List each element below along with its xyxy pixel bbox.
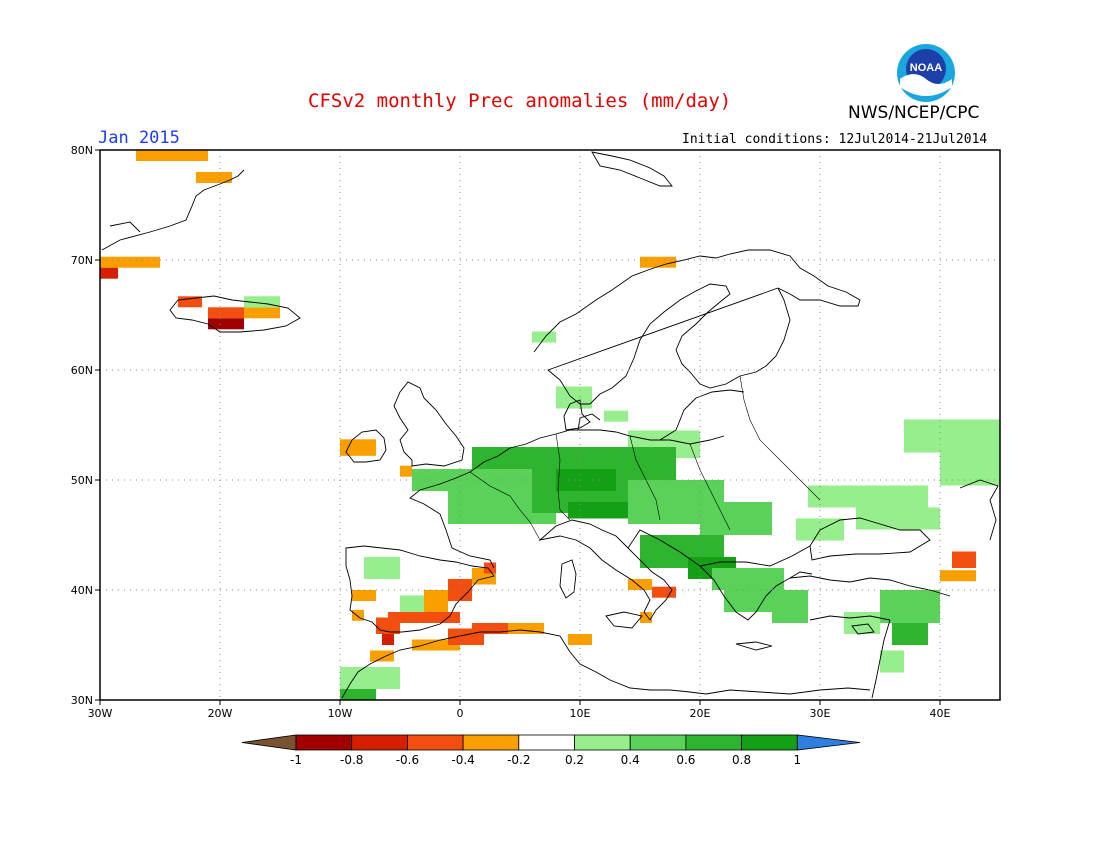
anomaly-cell — [508, 623, 544, 634]
lon-tick-label: 40E — [930, 707, 951, 720]
initial-conditions: Initial conditions: 12Jul2014-21Jul2014 — [682, 132, 988, 147]
anomaly-cell — [556, 386, 592, 409]
anomaly-cell — [892, 623, 928, 645]
lon-tick-label: 30W — [88, 707, 113, 720]
lon-tick-label: 20E — [690, 707, 711, 720]
anomaly-cell — [352, 609, 364, 621]
anomaly-cell — [640, 612, 652, 623]
anomaly-cell — [724, 590, 772, 612]
anomaly-cell — [472, 623, 508, 634]
anomaly-cell — [712, 568, 784, 590]
anomaly-cell — [100, 267, 118, 279]
anomaly-cell — [400, 465, 412, 477]
anomaly-cell — [208, 307, 244, 319]
coastlines — [101, 151, 999, 699]
forecast-month: Jan 2015 — [98, 128, 180, 148]
colorbar-arrow-low — [241, 734, 297, 751]
anomaly-cell — [952, 551, 976, 568]
anomaly-cell — [136, 150, 208, 161]
anomaly-cell — [178, 296, 202, 308]
anomaly-cell — [352, 590, 376, 601]
anomaly-cell — [856, 507, 940, 530]
anomaly-cell — [640, 256, 676, 268]
colorbar-swatch — [685, 734, 743, 751]
colorbar-swatch — [351, 734, 408, 751]
colorbar-label: 0.2 — [565, 753, 584, 767]
anomaly-cell — [208, 318, 244, 330]
anomaly-cell — [472, 447, 544, 469]
colorbar-label: -0.8 — [340, 753, 363, 767]
colorbar-label: 0.8 — [732, 753, 751, 767]
anomaly-cell — [412, 639, 460, 651]
colorbar-swatch — [518, 734, 575, 751]
colorbar-label: -0.6 — [396, 753, 419, 767]
colorbar-arrow-high — [796, 734, 861, 751]
anomaly-cell — [340, 689, 376, 700]
colorbar: -1 -0.8 -0.6 -0.4 -0.2 0.2 0.4 0.6 0.8 1 — [241, 734, 861, 767]
anomaly-cell — [880, 650, 904, 673]
colorbar-swatch — [574, 734, 631, 751]
anomaly-cell — [244, 307, 280, 319]
colorbar-label: -1 — [290, 753, 302, 767]
anomaly-cell — [388, 612, 460, 623]
anomaly-cell — [370, 650, 394, 662]
lat-tick-label: 40N — [71, 584, 93, 597]
colorbar-swatch — [462, 734, 520, 751]
anomaly-cell — [568, 634, 592, 645]
anomaly-cell — [340, 439, 376, 456]
lon-tick-label: 20W — [208, 707, 233, 720]
anomaly-cell — [244, 296, 280, 308]
anomaly-cell — [196, 172, 232, 183]
lon-tick-label: 30E — [810, 707, 831, 720]
anomaly-cells — [100, 150, 1000, 700]
anomaly-cell — [808, 485, 928, 508]
page-title: CFSv2 monthly Prec anomalies (mm/day) — [308, 90, 732, 112]
colorbar-label: 1 — [793, 753, 801, 767]
lon-tick-label: 10E — [570, 707, 591, 720]
colorbar-label: 0.6 — [676, 753, 695, 767]
anomaly-cell — [532, 331, 556, 343]
map-axes: 30W 20W 10W 0 10E 20E 30E 40E 80N 70N 60N 50N 40N 30N — [71, 144, 951, 720]
map-frame — [99, 149, 1001, 701]
svg-text:NOAA: NOAA — [910, 62, 942, 74]
colorbar-swatch — [741, 734, 798, 751]
noaa-logo-icon: NOAA — [897, 44, 955, 102]
anomaly-cell — [880, 590, 940, 623]
colorbar-swatch — [406, 734, 464, 751]
anomaly-cell — [364, 557, 400, 579]
anomaly-cell — [382, 634, 394, 645]
colorbar-label: -0.4 — [451, 753, 474, 767]
anomaly-cell — [340, 667, 400, 689]
anomaly-cell — [844, 612, 880, 634]
anomaly-cell — [604, 410, 628, 422]
anomaly-cell — [652, 586, 676, 598]
anomaly-cell — [904, 419, 1000, 453]
anomaly-cell — [940, 452, 1000, 486]
lat-tick-label: 30N — [71, 694, 93, 707]
lat-tick-label: 60N — [71, 364, 93, 377]
anomaly-cell — [424, 590, 448, 612]
anomaly-cell — [940, 570, 976, 582]
colorbar-label: -0.2 — [507, 753, 530, 767]
colorbar-swatch — [629, 734, 687, 751]
lat-tick-label: 50N — [71, 474, 93, 487]
lon-tick-label: 10W — [328, 707, 353, 720]
anomaly-cell — [100, 256, 160, 268]
colorbar-swatch — [295, 734, 353, 751]
lon-tick-label: 0 — [457, 707, 464, 720]
graticule — [100, 150, 1000, 700]
anomaly-cell — [772, 590, 808, 623]
anomaly-cell — [628, 579, 652, 590]
anomaly-cell — [484, 562, 496, 574]
anomaly-cell — [376, 617, 400, 634]
agency-label: NWS/NCEP/CPC — [848, 103, 980, 123]
lat-tick-label: 80N — [71, 144, 93, 157]
colorbar-label: 0.4 — [621, 753, 640, 767]
lat-tick-label: 70N — [71, 254, 93, 267]
anomaly-cell — [700, 502, 772, 535]
